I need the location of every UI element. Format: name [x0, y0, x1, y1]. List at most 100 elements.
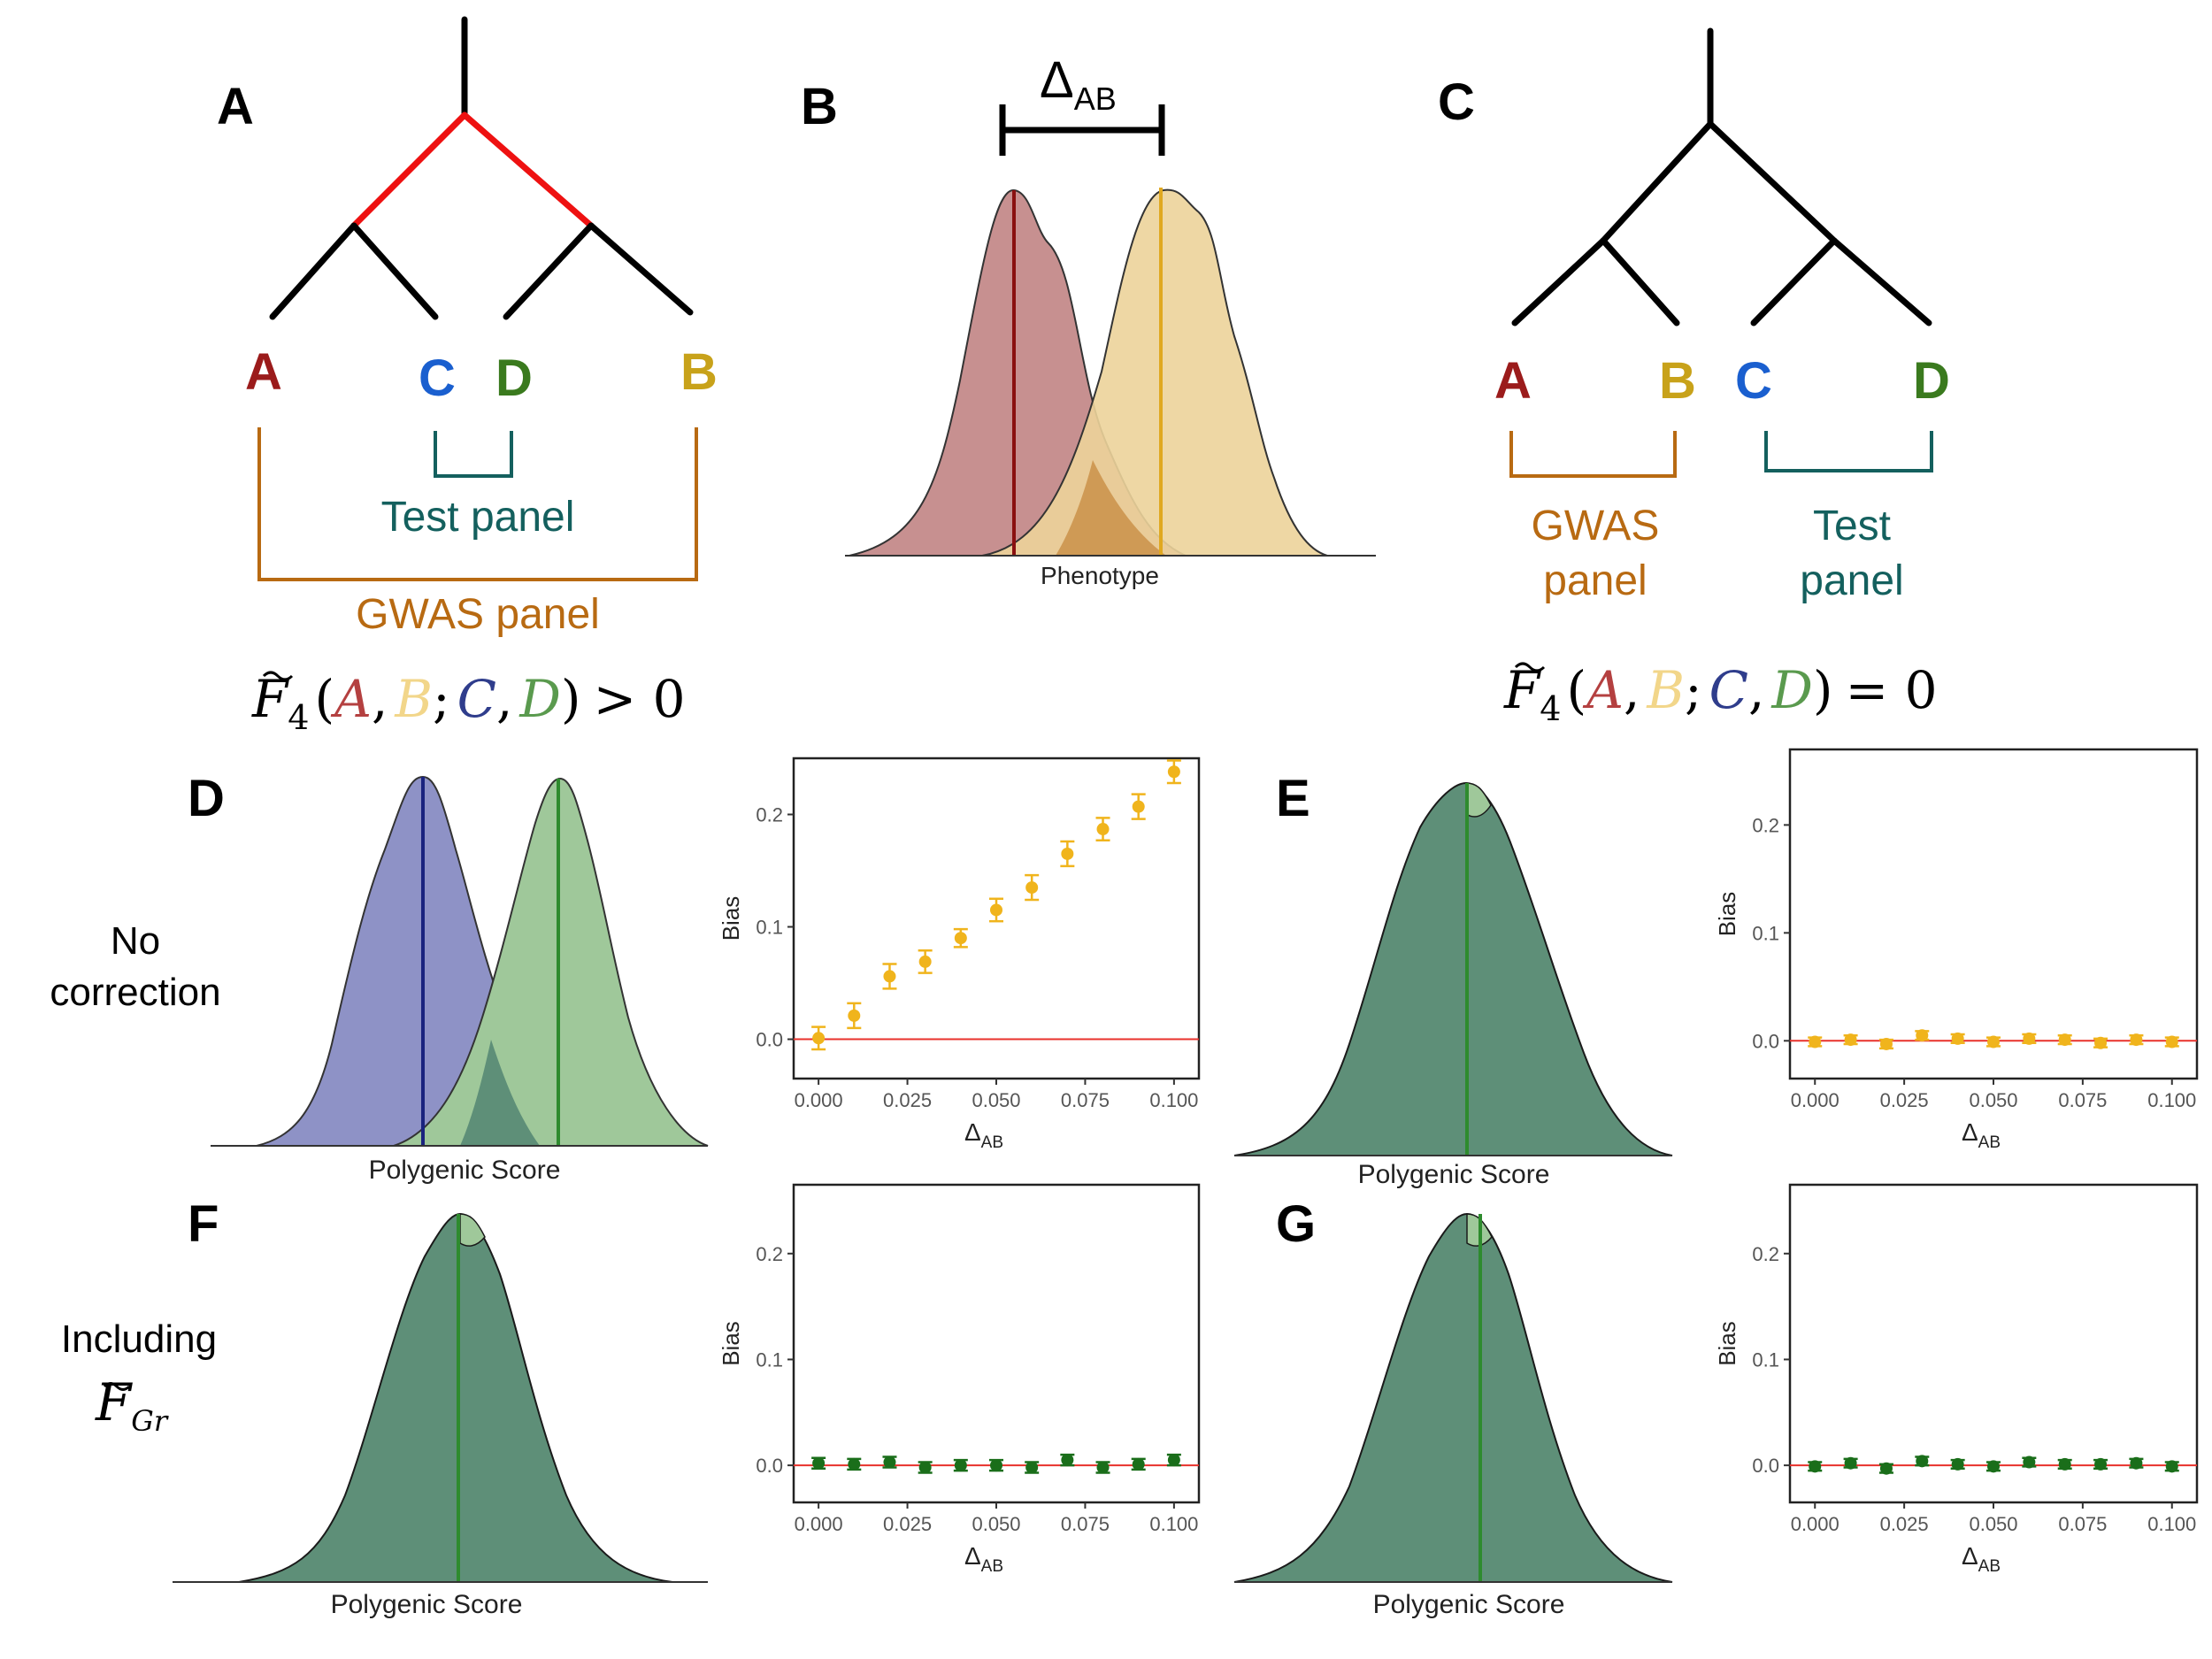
data-point — [848, 1009, 861, 1022]
data-point — [812, 1456, 826, 1470]
data-point — [2094, 1036, 2108, 1049]
panel-d: D Polygenic Score — [188, 770, 709, 1185]
tree-c-branch-c — [1750, 237, 1838, 326]
y-tick-label: 0.2 — [756, 804, 783, 826]
delta-ab-label: ΔAB — [1040, 51, 1117, 117]
x-tick-label: 0.075 — [1061, 1089, 1110, 1111]
gwas-panel-bracket — [1509, 431, 1677, 478]
data-point — [2165, 1035, 2178, 1048]
density-pop-d — [393, 777, 709, 1147]
pgs-label-f: Polygenic Score — [331, 1590, 523, 1619]
tree-c-left — [1600, 120, 1714, 244]
data-point — [1951, 1457, 1964, 1471]
x-tick-label: 0.100 — [1149, 1513, 1198, 1535]
tree-a — [269, 16, 694, 320]
y-tick-label: 0.1 — [1752, 922, 1779, 944]
tree-a-red-right — [461, 111, 595, 229]
test-panel-bracket — [1764, 431, 1933, 472]
data-point — [1167, 1454, 1180, 1467]
leaf-b: B — [1659, 352, 1696, 410]
data-point — [918, 1461, 932, 1474]
density-overlap-cd — [1233, 781, 1673, 1156]
leaf-a: A — [1494, 352, 1532, 410]
density-pop-d — [459, 1213, 486, 1247]
panel-f-letter: F — [188, 1195, 219, 1253]
test-panel-label-2: panel — [1800, 557, 1903, 604]
data-point — [954, 1459, 967, 1472]
x-tick-label: 0.050 — [972, 1089, 1020, 1111]
row-label-fgr: FGr — [95, 1372, 169, 1438]
panel-c-letter: C — [1438, 73, 1475, 131]
data-point — [2094, 1457, 2108, 1471]
test-panel-label: Test panel — [381, 494, 575, 541]
f4-statistic-a: F4 (A, B; C, D) > 0 — [251, 669, 686, 737]
data-point — [2165, 1460, 2178, 1473]
data-point — [1879, 1037, 1893, 1050]
data-point — [1132, 1457, 1145, 1471]
bias-plot-d: 0.0 0.1 0.2 0.000 0.025 0.050 0.075 0.100 ΔAB Bia… — [718, 757, 1201, 1152]
data-point — [1879, 1462, 1893, 1475]
leaf-b: B — [680, 343, 718, 401]
f4-statistic-c: F4 (A, B; C, D) = 0 — [1503, 660, 1938, 728]
panel-a-letter: A — [217, 78, 254, 135]
plot-frame — [792, 1183, 1201, 1504]
data-point — [848, 1457, 861, 1471]
row-label-no: No — [111, 919, 160, 963]
tree-a-branch-b — [588, 222, 694, 316]
data-point — [1025, 881, 1039, 895]
tree-c-branch-b — [1600, 237, 1680, 326]
x-tick-label: 0.075 — [2058, 1513, 2107, 1535]
data-point — [1844, 1033, 1857, 1047]
x-tick-label: 0.000 — [1791, 1513, 1839, 1535]
data-point — [2023, 1032, 2036, 1045]
plot-frame — [1788, 1183, 2199, 1504]
data-point — [1096, 1461, 1110, 1474]
y-tick-label: 0.0 — [1752, 1030, 1779, 1052]
x-tick-label: 0.050 — [1969, 1513, 2017, 1535]
density-pop-b — [981, 188, 1328, 557]
y-axis-label: Bias — [1714, 1321, 1740, 1366]
y-tick-label: 0.2 — [1752, 1243, 1779, 1265]
x-tick-label: 0.050 — [972, 1513, 1020, 1535]
bias-plot-g: 0.0 0.1 0.2 0.000 0.025 0.050 0.075 0.100 ΔAB Bia… — [1714, 1183, 2199, 1576]
panel-e: E Polygenic Score — [1233, 770, 1673, 1189]
density-overlap-cd — [1233, 1212, 1673, 1583]
x-tick-label: 0.025 — [1880, 1089, 1929, 1111]
data-point — [1951, 1032, 1964, 1045]
y-tick-label: 0.1 — [756, 917, 783, 939]
x-tick-label: 0.025 — [883, 1089, 932, 1111]
leaf-a: A — [245, 343, 282, 401]
phenotype-label: Phenotype — [1041, 562, 1159, 589]
data-point — [2023, 1455, 2036, 1469]
data-point — [1167, 765, 1180, 779]
data-point — [990, 903, 1002, 917]
x-axis-label: ΔAB — [1962, 1118, 2001, 1152]
x-axis-label: ΔAB — [964, 1118, 1003, 1152]
bias-plot-f: 0.0 0.1 0.2 0.000 0.025 0.050 0.075 0.100 ΔAB Bia… — [718, 1183, 1201, 1576]
panel-f: F Polygenic Score — [173, 1195, 708, 1619]
y-tick-label: 0.0 — [756, 1029, 783, 1051]
test-panel-label-1: Test — [1813, 503, 1891, 549]
bias-plot-e: 0.0 0.1 0.2 0.000 0.025 0.050 0.075 0.100 ΔAB Bia… — [1714, 748, 2199, 1152]
y-axis-label: Bias — [1714, 892, 1740, 937]
tree-a-red-left — [350, 111, 468, 229]
panel-g-letter: G — [1276, 1195, 1316, 1253]
pgs-label-e: Polygenic Score — [1358, 1160, 1550, 1189]
data-point — [1916, 1029, 1929, 1042]
data-point — [1809, 1035, 1822, 1048]
tree-a-branch-c — [350, 222, 439, 320]
data-point — [2058, 1033, 2071, 1047]
data-point — [1061, 847, 1074, 860]
leaf-c: C — [419, 349, 456, 407]
tree-a-branch-d — [503, 222, 595, 320]
data-point — [1987, 1035, 2000, 1048]
panel-c: C A B C D GWAS panel Test panel F4 (A, B; C… — [1438, 27, 1950, 728]
data-point — [2130, 1456, 2143, 1470]
y-tick-label: 0.0 — [1752, 1455, 1779, 1477]
y-tick-label: 0.1 — [756, 1348, 783, 1371]
data-point — [1844, 1456, 1857, 1470]
panel-g: G Polygenic Score — [1233, 1195, 1673, 1619]
tree-c-right — [1707, 120, 1838, 244]
data-point — [990, 1459, 1002, 1472]
